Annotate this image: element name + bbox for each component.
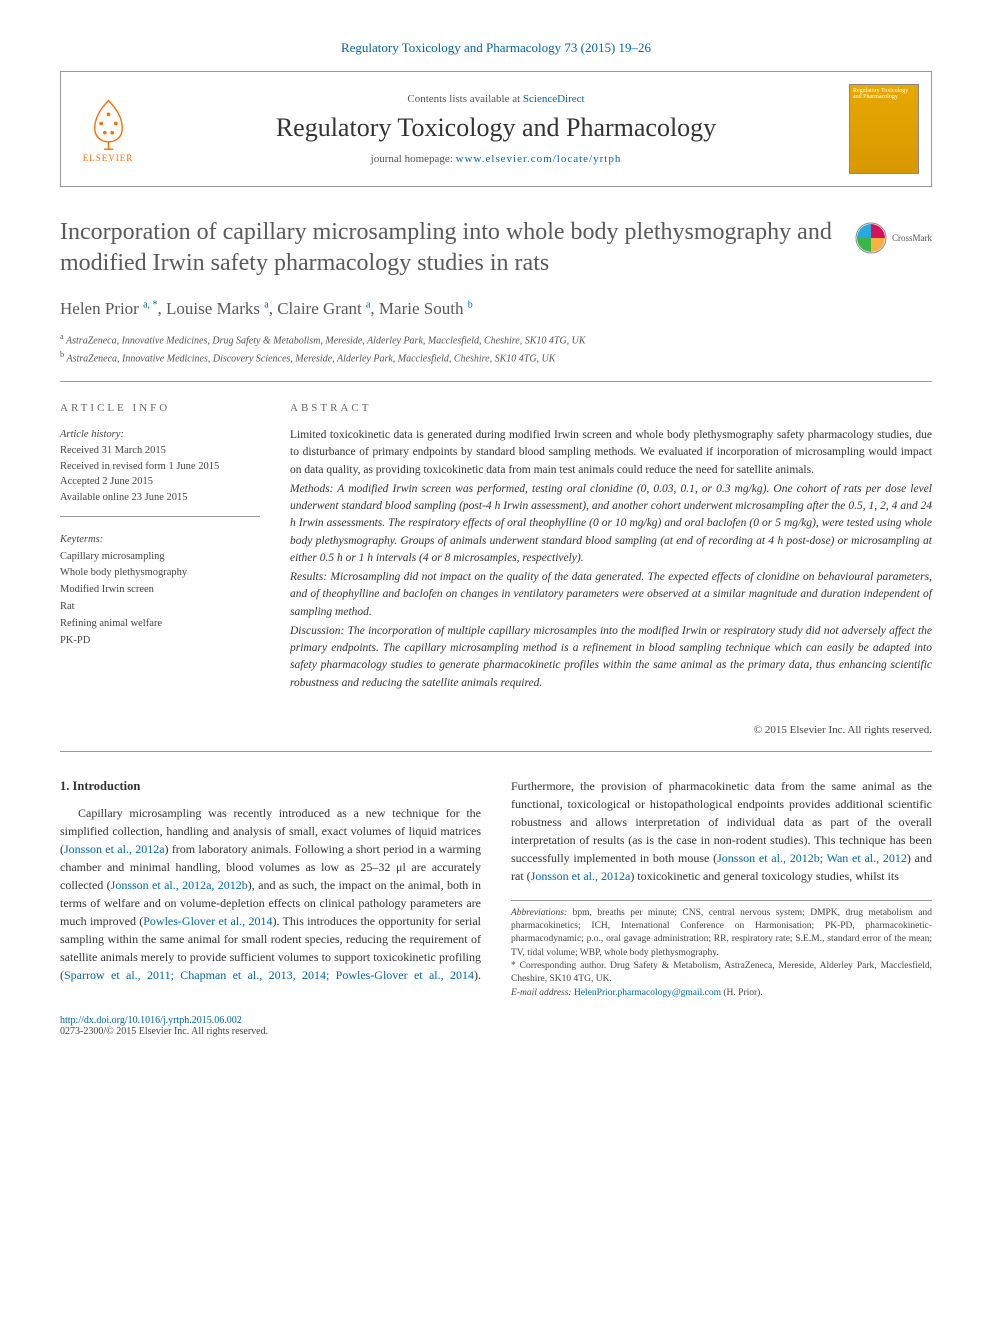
- email-suffix: (H. Prior).: [721, 988, 763, 998]
- doi-link[interactable]: http://dx.doi.org/10.1016/j.yrtph.2015.0…: [60, 1015, 242, 1026]
- keyterm: Capillary microsampling: [60, 551, 165, 562]
- journal-cover-thumbnail: Regulatory Toxicology and Pharmacology: [849, 84, 919, 174]
- crossmark-badge[interactable]: CrossMark: [855, 222, 932, 254]
- online-date: Available online 23 June 2015: [60, 492, 188, 503]
- affiliations: a AstraZeneca, Innovative Medicines, Dru…: [60, 331, 932, 382]
- authors: Helen Prior a, *, Louise Marks a, Claire…: [60, 299, 932, 319]
- footnotes: Abbreviations: bpm, breaths per minute; …: [511, 900, 932, 1000]
- abstract-heading: ABSTRACT: [290, 402, 932, 417]
- crossmark-label: CrossMark: [892, 233, 932, 243]
- keyterms-label: Keyterms:: [60, 534, 103, 545]
- affiliation-a: AstraZeneca, Innovative Medicines, Drug …: [66, 336, 586, 347]
- abstract-methods: Methods: A modified Irwin screen was per…: [290, 483, 932, 564]
- citation-link[interactable]: Powles-Glover et al., 2014: [143, 914, 272, 928]
- affiliation-b: AstraZeneca, Innovative Medicines, Disco…: [67, 353, 556, 364]
- section-introduction: 1. Introduction: [60, 777, 481, 796]
- article-title: Incorporation of capillary microsampling…: [60, 217, 932, 279]
- issn-line: 0273-2300/© 2015 Elsevier Inc. All right…: [60, 1026, 268, 1037]
- homepage-line: journal homepage: www.elsevier.com/locat…: [163, 153, 829, 165]
- keyterm: Rat: [60, 601, 75, 612]
- publisher-name: ELSEVIER: [83, 153, 134, 163]
- abstract-intro: Limited toxicokinetic data is generated …: [290, 427, 932, 479]
- abbrev-text: bpm, breaths per minute; CNS, central ne…: [511, 908, 932, 958]
- received-date: Received 31 March 2015: [60, 445, 166, 456]
- email-link[interactable]: HelenPrior.pharmacology@gmail.com: [574, 988, 721, 998]
- citation-link[interactable]: Jonsson et al., 2012b; Wan et al., 2012: [717, 851, 907, 865]
- accepted-date: Accepted 2 June 2015: [60, 476, 153, 487]
- homepage-prefix: journal homepage:: [371, 153, 456, 165]
- abstract-text: Limited toxicokinetic data is generated …: [290, 427, 932, 692]
- keyterm: Refining animal welfare: [60, 618, 162, 629]
- keyterm: Modified Irwin screen: [60, 584, 154, 595]
- elsevier-logo: ELSEVIER: [73, 89, 143, 169]
- journal-citation: Regulatory Toxicology and Pharmacology 7…: [60, 40, 932, 56]
- elsevier-tree-icon: [81, 96, 136, 151]
- body-text: ) toxicokinetic and general toxicology s…: [630, 869, 899, 883]
- contents-line: Contents lists available at ScienceDirec…: [163, 93, 829, 105]
- citation-link[interactable]: Sparrow et al., 2011; Chapman et al., 20…: [64, 968, 474, 982]
- abstract-results: Results: Microsampling did not impact on…: [290, 571, 932, 618]
- citation-link[interactable]: Jonsson et al., 2012a: [64, 842, 165, 856]
- history-label: Article history:: [60, 429, 124, 440]
- masthead: ELSEVIER Contents lists available at Sci…: [60, 71, 932, 187]
- cover-text: Regulatory Toxicology and Pharmacology: [850, 85, 918, 103]
- citation-link[interactable]: Jonsson et al., 2012a, 2012b: [111, 878, 248, 892]
- copyright: © 2015 Elsevier Inc. All rights reserved…: [60, 724, 932, 752]
- sciencedirect-link[interactable]: ScienceDirect: [523, 93, 585, 105]
- abstract-discussion: Discussion: The incorporation of multipl…: [290, 625, 932, 689]
- journal-title: Regulatory Toxicology and Pharmacology: [163, 113, 829, 143]
- citation-link[interactable]: Jonsson et al., 2012a: [531, 869, 631, 883]
- email-label: E-mail address:: [511, 988, 574, 998]
- homepage-link[interactable]: www.elsevier.com/locate/yrtph: [456, 153, 622, 165]
- abbrev-label: Abbreviations:: [511, 908, 567, 918]
- article-info-heading: ARTICLE INFO: [60, 402, 260, 417]
- keyterm: PK-PD: [60, 635, 90, 646]
- revised-date: Received in revised form 1 June 2015: [60, 461, 219, 472]
- contents-prefix: Contents lists available at: [407, 93, 522, 105]
- corr-label: * Corresponding author.: [511, 961, 606, 971]
- crossmark-icon: [855, 222, 887, 254]
- page-footer: http://dx.doi.org/10.1016/j.yrtph.2015.0…: [60, 1015, 932, 1037]
- keyterm: Whole body plethysmography: [60, 567, 187, 578]
